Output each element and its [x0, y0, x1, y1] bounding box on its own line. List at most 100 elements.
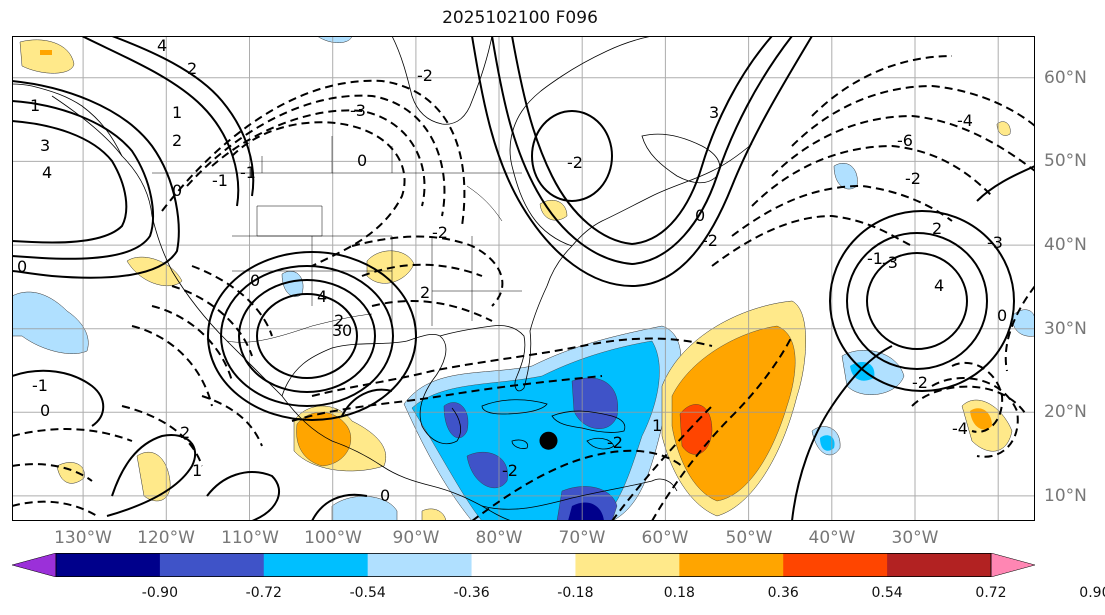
colorbar-extend-max: [990, 553, 1035, 577]
contour-solid: [531, 110, 613, 202]
colorbar: [12, 553, 1035, 577]
shade-mid-blue: [466, 452, 508, 489]
lon-label: 30°W: [891, 528, 939, 548]
colorbar-label: 0.36: [767, 585, 799, 601]
colorbar-segment: [679, 553, 784, 577]
contour-label: -4: [957, 111, 973, 130]
shade-light-blue: [316, 36, 353, 43]
contour-dashed: [371, 300, 493, 322]
contour-label: 2: [932, 219, 942, 238]
map-title: 2025102100 F096: [442, 8, 598, 28]
contour-label: -3: [882, 253, 898, 272]
contour-label: 0: [695, 206, 705, 225]
contour-dashed: [771, 114, 1035, 177]
lat-label: 20°N: [1044, 402, 1087, 422]
lon-label: 120°W: [137, 528, 195, 548]
lat-label: 30°N: [1044, 319, 1087, 339]
shade-light-yellow: [136, 451, 171, 502]
contour-label: 1: [172, 103, 182, 122]
contour-label: -4: [952, 419, 968, 438]
colorbar-label: -0.72: [245, 585, 282, 601]
colorbar-label: 0.90: [1079, 585, 1105, 601]
contour-label: -2: [417, 66, 433, 85]
contour-dashed: [811, 55, 953, 117]
contour-dashed: [12, 428, 133, 442]
contour-dashed: [711, 214, 913, 267]
contour-label: 2: [187, 59, 197, 78]
colorbar-label: -0.36: [453, 585, 490, 601]
contour-label: -2: [502, 461, 518, 480]
contour-label: -1: [32, 376, 48, 395]
shade-light-blue: [12, 291, 89, 354]
contour-label: 4: [934, 276, 944, 295]
contour-solid: [846, 232, 988, 370]
contour-label: 4: [317, 287, 327, 306]
contour-solid: [12, 369, 105, 427]
shade-light-yellow: [19, 39, 75, 74]
lat-label: 50°N: [1044, 151, 1087, 171]
contour-dashed: [931, 377, 1019, 458]
contour-dashed: [361, 263, 483, 277]
map-frame: [12, 36, 1035, 521]
contour-label: 0: [250, 271, 260, 290]
lon-label: 40°W: [808, 528, 856, 548]
contour-solid: [12, 80, 180, 279]
lon-label: 110°W: [221, 528, 279, 548]
colorbar-label: -0.90: [141, 585, 179, 601]
contour-dashed: [291, 375, 603, 422]
contour-label: 1: [30, 96, 40, 115]
contour-dashed: [121, 405, 203, 467]
contour-label: 2: [334, 311, 344, 330]
contour-solid: [511, 36, 773, 246]
weather-map: 4 2 1 3 4 0 -1 0 2 1 3 0 2 4 0 -1 -1 1 2…: [12, 36, 1035, 521]
colorbar-label: 0.72: [975, 585, 1007, 601]
shade-light-yellow: [421, 508, 447, 521]
colorbar-label: -0.54: [349, 585, 386, 601]
contour-solid: [207, 251, 417, 421]
contour-label: -2: [567, 153, 583, 172]
contour-solid: [311, 493, 368, 521]
colorbar-segment: [367, 553, 473, 577]
contour-dashed: [1004, 285, 1035, 372]
contour-label: 0: [342, 321, 352, 340]
lat-label: 60°N: [1044, 68, 1087, 88]
shade-dark-blue: [568, 502, 604, 521]
contour-label: 1: [192, 461, 202, 480]
contour-dashed: [651, 335, 793, 521]
contour-solid: [829, 210, 1015, 392]
contour-label: 4: [157, 36, 167, 55]
contour-label: 2: [420, 283, 430, 302]
lon-label: 80°W: [475, 528, 523, 548]
contour-label: -2: [607, 433, 623, 452]
lon-label: 90°W: [392, 528, 440, 548]
contour-label: 0: [997, 306, 1007, 325]
contour-lines: [12, 36, 1035, 521]
contour-solid: [238, 279, 376, 393]
colorbar-segment: [263, 553, 369, 577]
contour-dashed: [951, 361, 1004, 433]
contour-label: 2: [172, 131, 182, 150]
contour-solid: [12, 100, 154, 260]
contour-label: -1: [212, 171, 228, 190]
colorbar-segment: [56, 553, 161, 577]
contour-label: 3: [332, 321, 342, 340]
contour-dashed: [131, 325, 213, 407]
colorbar-label: 0.18: [663, 585, 695, 601]
shade-mid-blue: [443, 402, 469, 439]
colorbar-label: -0.18: [557, 585, 594, 601]
lat-label: 10°N: [1044, 486, 1087, 506]
contour-label: 4: [42, 163, 52, 182]
contour-dashed: [12, 500, 98, 517]
contour-label: -1: [240, 163, 256, 182]
contour-dashed: [191, 265, 273, 337]
contour-label: -1: [867, 249, 883, 268]
contour-solid: [12, 120, 128, 244]
contour-solid: [220, 265, 394, 407]
contour-labels: 4 2 1 3 4 0 -1 0 2 1 3 0 2 4 0 -1 -1 1 2…: [17, 36, 1007, 505]
graticule: [12, 36, 1035, 521]
contour-label: -2: [905, 169, 921, 188]
contour-solid: [491, 36, 793, 266]
lon-label: 100°W: [304, 528, 362, 548]
contour-dashed: [201, 395, 263, 447]
contour-solid: [256, 293, 358, 379]
